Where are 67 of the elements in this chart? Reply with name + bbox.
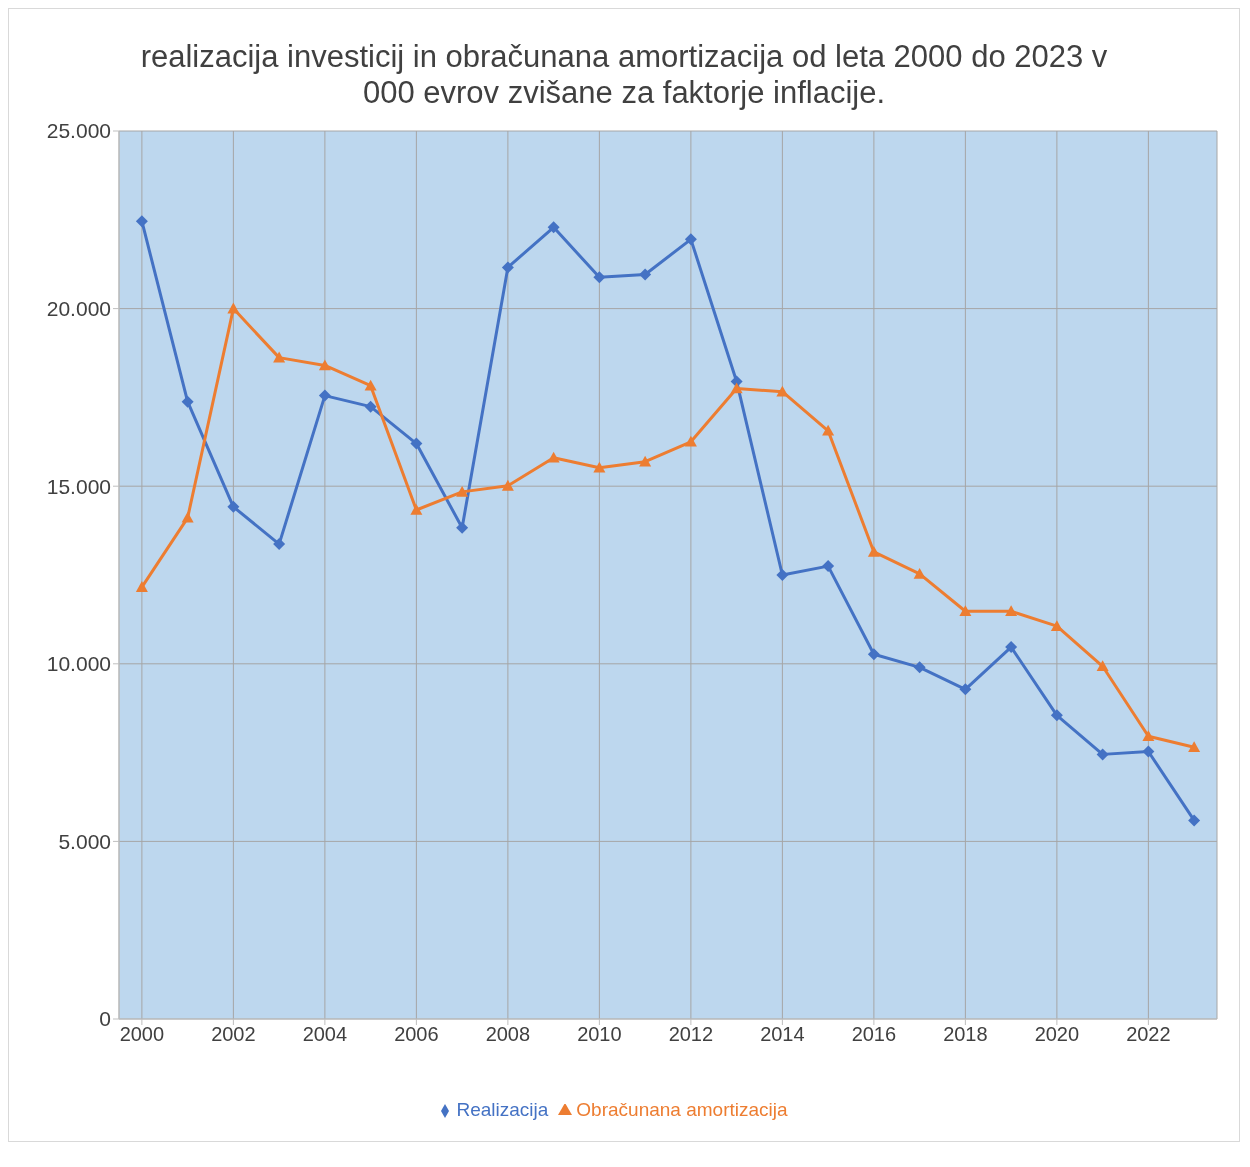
point	[501, 479, 514, 491]
point	[959, 683, 972, 696]
point	[1096, 660, 1109, 672]
point	[822, 424, 835, 436]
x-tick-label: 2010	[577, 1023, 622, 1046]
point	[1050, 709, 1063, 722]
point	[364, 400, 377, 413]
x-tick-label: 2022	[1126, 1023, 1171, 1046]
y-tick-label: 0	[99, 1007, 111, 1031]
point	[410, 504, 423, 515]
point	[181, 511, 194, 523]
point	[135, 581, 148, 592]
point	[547, 221, 560, 234]
legend-label: Realizacija	[456, 1099, 549, 1120]
point	[593, 271, 606, 284]
y-tick-label: 25.000	[46, 119, 111, 143]
point	[867, 648, 880, 661]
point	[318, 359, 331, 371]
point	[593, 461, 606, 473]
x-tick-label: 2004	[302, 1023, 348, 1046]
point	[684, 435, 697, 447]
x-tick-label: 2020	[1034, 1023, 1080, 1046]
y-tick-label: 5.000	[58, 829, 111, 853]
point	[364, 379, 377, 391]
point	[227, 302, 240, 314]
point	[1005, 605, 1018, 617]
chart-title: realizacija investicij in obračunana amortizacija od leta 2000 do 2023 v 000 evrov zvišane za faktorje inflacije.	[139, 38, 1109, 112]
point	[822, 560, 835, 573]
point	[1096, 748, 1109, 761]
y-tick-label: 10.000	[46, 652, 111, 676]
point	[273, 538, 286, 551]
x-tick-label: 2014	[760, 1023, 805, 1046]
x-tick-label: 2006	[394, 1023, 439, 1046]
x-tick-label: 2002	[211, 1023, 256, 1046]
point	[1005, 641, 1018, 654]
point	[776, 385, 789, 397]
point	[1188, 741, 1201, 753]
point	[318, 389, 331, 402]
point	[1050, 620, 1063, 631]
point	[501, 261, 514, 274]
point	[456, 521, 469, 534]
point	[273, 351, 286, 363]
point	[639, 268, 652, 281]
point	[547, 451, 560, 463]
point	[456, 485, 469, 497]
point	[227, 500, 240, 513]
point	[776, 569, 789, 581]
point	[135, 215, 148, 228]
y-tick-label: 15.000	[46, 474, 111, 498]
point	[410, 437, 423, 450]
x-tick-label: 2008	[485, 1023, 531, 1046]
point	[1142, 745, 1155, 758]
point	[684, 233, 697, 246]
point	[1188, 814, 1201, 827]
x-tick-label: 2016	[851, 1023, 897, 1046]
point	[181, 395, 194, 408]
point	[867, 545, 880, 557]
x-tick-label: 2000	[119, 1023, 165, 1046]
x-tick-label: 2018	[943, 1023, 988, 1046]
y-tick-label: 20.000	[46, 297, 111, 321]
legend-label: Obračunana amortizacija	[576, 1099, 788, 1120]
point	[639, 455, 652, 467]
point	[913, 661, 926, 674]
point	[959, 605, 972, 617]
point	[730, 382, 743, 394]
point	[1142, 730, 1155, 742]
x-tick-label: 2012	[668, 1023, 714, 1046]
